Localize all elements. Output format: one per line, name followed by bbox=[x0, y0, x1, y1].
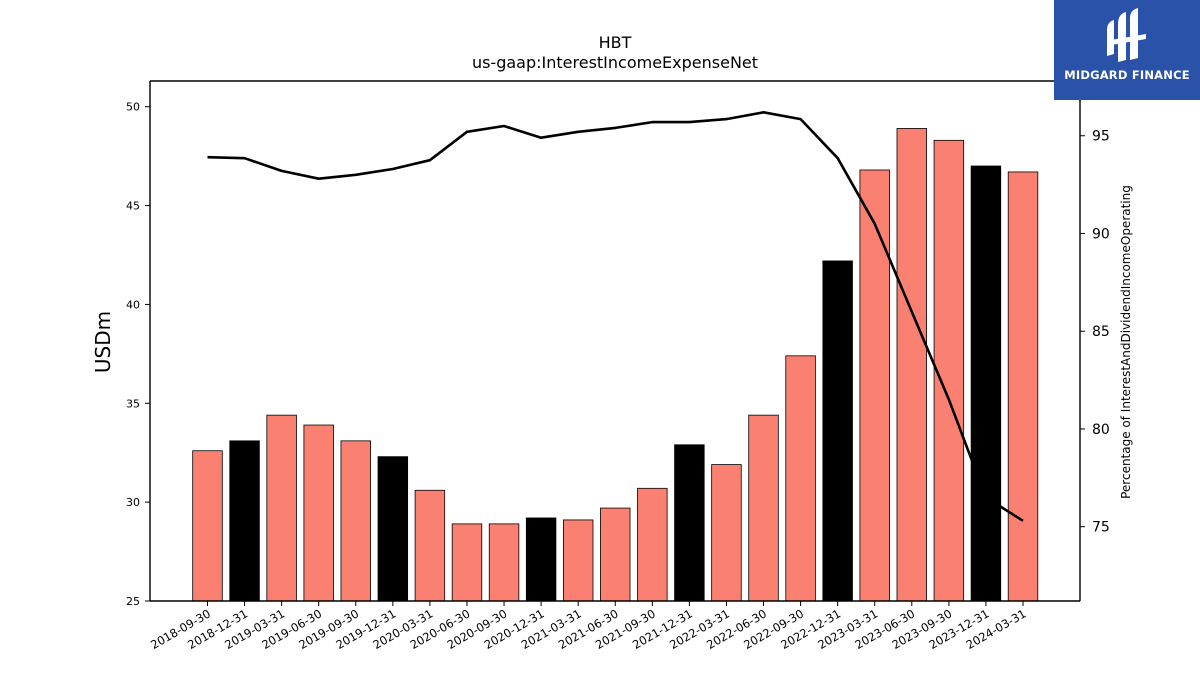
bar bbox=[525, 517, 557, 602]
y-tick-label: 40 bbox=[126, 298, 140, 311]
bar bbox=[266, 414, 297, 602]
series-line bbox=[207, 111, 1024, 522]
y2-tick-label: 90 bbox=[1092, 226, 1110, 242]
chart-subtitle: us-gaap:InterestIncomeExpenseNet bbox=[472, 53, 758, 72]
bar bbox=[377, 456, 409, 602]
bar bbox=[451, 523, 483, 602]
bar bbox=[674, 444, 705, 602]
bar bbox=[785, 355, 816, 602]
bar bbox=[562, 519, 594, 602]
bar bbox=[303, 424, 334, 602]
y-tick-label: 35 bbox=[126, 397, 140, 410]
chart-title: HBT bbox=[599, 33, 632, 52]
bar bbox=[711, 464, 742, 602]
bar bbox=[637, 487, 668, 602]
logo-text: MIDGARD FINANCE bbox=[1064, 68, 1190, 82]
y2-tick-label: 95 bbox=[1092, 129, 1110, 145]
bar bbox=[488, 523, 520, 602]
y2-axis-label: Percentage of InterestAndDividendIncomeO… bbox=[1119, 185, 1133, 499]
y-axis-label: USDm bbox=[91, 311, 115, 373]
y-tick-label: 50 bbox=[126, 101, 140, 114]
midgard-logo-icon bbox=[1107, 8, 1146, 62]
y-tick-label: 45 bbox=[126, 200, 140, 213]
y2-tick-label: 75 bbox=[1092, 520, 1110, 536]
y2-tick-label: 80 bbox=[1092, 422, 1110, 438]
bar bbox=[970, 165, 1002, 602]
bar bbox=[340, 440, 371, 602]
bar bbox=[822, 260, 853, 602]
bar bbox=[229, 440, 260, 602]
bar bbox=[192, 450, 223, 602]
bar bbox=[600, 507, 631, 602]
bar bbox=[859, 169, 890, 602]
bar bbox=[896, 128, 927, 602]
bar bbox=[1007, 171, 1039, 602]
y-tick-label: 25 bbox=[126, 595, 140, 608]
bar bbox=[933, 139, 965, 602]
bar bbox=[414, 489, 446, 602]
bar bbox=[748, 414, 779, 602]
y-tick-label: 30 bbox=[126, 496, 140, 509]
y2-tick-label: 85 bbox=[1092, 324, 1110, 340]
brand-logo: MIDGARD FINANCE bbox=[1054, 0, 1200, 100]
